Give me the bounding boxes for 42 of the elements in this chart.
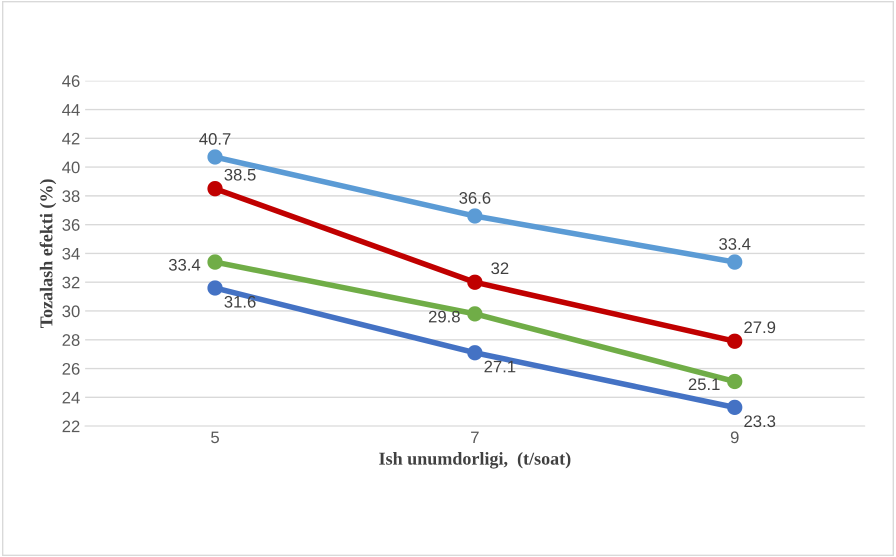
- data-label: 25.1: [688, 378, 720, 390]
- point: [207, 181, 223, 196]
- x-axis-title: Ish unumdorligi, (t/soat): [379, 452, 570, 469]
- point: [727, 254, 742, 270]
- y-tick-label: 46: [62, 75, 80, 87]
- data-label: 33.4: [168, 258, 200, 271]
- point: [207, 149, 223, 165]
- y-tick-label: 26: [62, 362, 80, 375]
- point: [467, 274, 483, 290]
- data-label: 40.7: [199, 133, 230, 145]
- y-tick-label: 24: [62, 392, 80, 404]
- data-label: 29.8: [428, 310, 460, 323]
- data-label: 38.5: [224, 168, 256, 181]
- y-tick-label: 36: [62, 219, 80, 231]
- data-label: 23.3: [744, 415, 776, 428]
- point: [207, 254, 223, 270]
- point: [727, 400, 742, 416]
- y-tick-label: 28: [62, 334, 80, 346]
- point: [467, 208, 483, 224]
- x-tick-label: 7: [471, 432, 479, 444]
- y-tick-label: 40: [62, 162, 80, 174]
- point: [727, 334, 742, 349]
- y-tick-label: 38: [62, 190, 80, 202]
- x-tick-label: 9: [730, 431, 739, 444]
- data-label: 27.9: [744, 321, 776, 334]
- data-label: 31.6: [224, 296, 256, 308]
- point: [467, 306, 483, 322]
- y-tick-label: 32: [62, 276, 80, 288]
- point: [727, 374, 742, 390]
- y-tick-label: 44: [62, 104, 80, 116]
- x-tick-label: 5: [211, 432, 219, 444]
- y-axis-title: Tozalash efekti (%): [40, 179, 56, 328]
- y-tick-label: 30: [62, 305, 80, 318]
- point: [207, 280, 223, 296]
- data-label: 33.4: [719, 238, 750, 250]
- data-label: 27.1: [484, 360, 516, 372]
- data-label: 36.6: [459, 192, 490, 204]
- y-tick-label: 34: [62, 248, 80, 260]
- data-label: 32: [491, 262, 508, 274]
- point: [467, 345, 483, 360]
- y-tick-label: 42: [62, 132, 80, 144]
- y-tick-label: 22: [62, 420, 80, 432]
